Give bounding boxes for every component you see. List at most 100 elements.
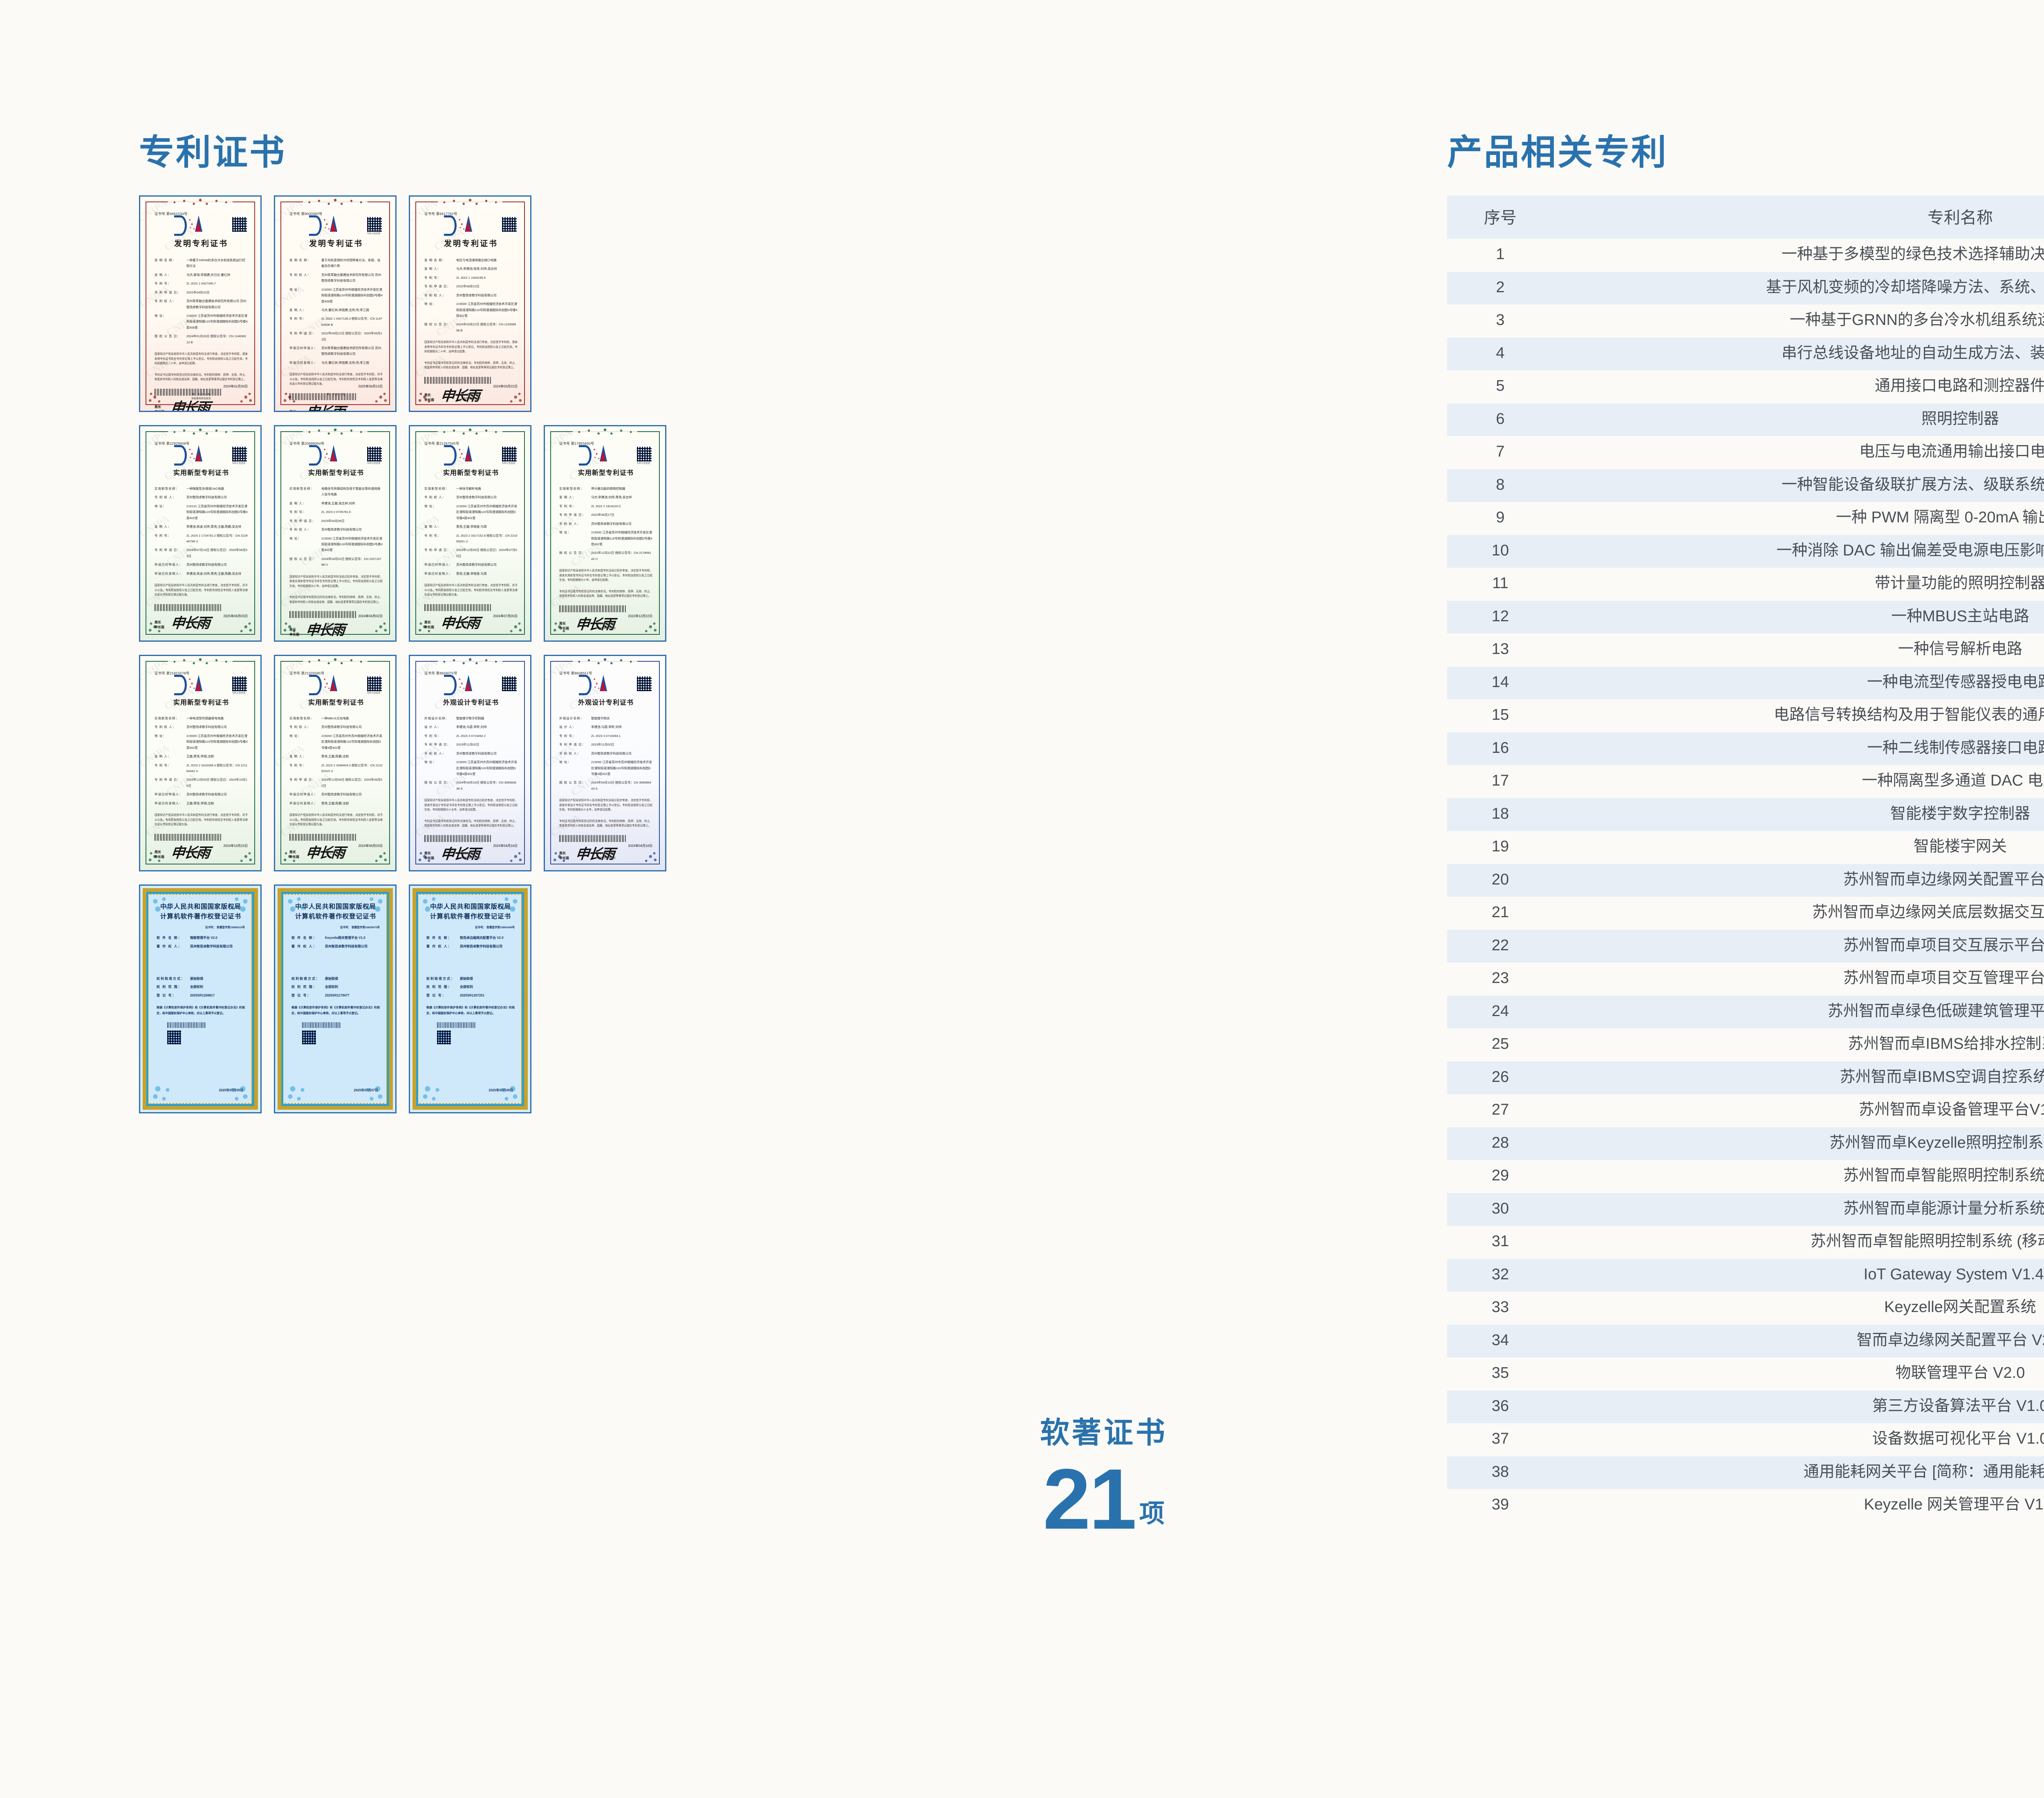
certificate-card-utility[interactable]: CNIPA CNIPA CNIPA CNIPA CNIPA 证书号 第21267045号 ★… bbox=[409, 425, 531, 642]
certificate-page-footer: 第 1 页 (共 2 页) bbox=[462, 853, 480, 855]
certificate-card-utility[interactable]: CNIPA CNIPA CNIPA CNIPA CNIPA 证书号 第20696064号 ★… bbox=[274, 425, 397, 642]
cert-field-label: 专 利 号： bbox=[424, 533, 441, 537]
cert-field-value: 李建池;王磊;吴志祥;刘炜 bbox=[321, 501, 355, 505]
sw-certificate-number: 证书号： 软著登字第15863449号 bbox=[475, 926, 515, 929]
certificate-signature-block: 局长申长雨申长雨 bbox=[155, 846, 248, 861]
sw-fields-top: 软 件 名 称： 智而卓边缘网关配置平台 V2.0 著 作 权 人： 苏州智而卓数字科… bbox=[426, 935, 515, 950]
cert-field: 地 址： 215000 江苏省苏州市苏州相城经济技术开发区澄阳街道澄阳路116号阳… bbox=[559, 759, 652, 777]
cert-field: 地 址： 215000 江苏省苏州市相城经济技术开发区澄阳街道澄阳路116号阳澄湖… bbox=[289, 287, 383, 305]
certificate-title: 外观设计专利证书 bbox=[443, 699, 499, 706]
cert-field-label: 专 利 权 人： bbox=[289, 528, 311, 532]
sw-field-label: 权 利 范 围： bbox=[426, 985, 452, 989]
signer-role: 局长申长雨 bbox=[559, 622, 569, 631]
certificate-card-invention[interactable]: CNIPA CNIPA CNIPA CNIPA CNIPA 证书号 第6617762号 ★ ★… bbox=[409, 195, 531, 412]
cert-field: 专 利 号： ZL 2023 3 0715494.1 bbox=[559, 733, 652, 739]
table-cell-no: 20 bbox=[1447, 864, 1553, 897]
certificate-card-invention[interactable]: CNIPA CNIPA CNIPA CNIPA CNIPA 证书号 第6661534号 ★ ★… bbox=[139, 195, 262, 412]
table-cell-no: 34 bbox=[1447, 1324, 1553, 1357]
certificate-paragraph-1: 国家知识产权局依照中华人民共和国专利法进行审查，决定授予专利权，并予以公告。专利… bbox=[289, 373, 383, 386]
cert-field: 申请日时发明人： 黄亮;王磊;陈鹏;沈刚 bbox=[289, 801, 383, 806]
cert-field-label: 地 址： bbox=[289, 287, 301, 291]
certificate-fields: 实用新型名称： 一种电流型传感器授电电路专 利 权 人： 苏州智而卓数字科技有限公司… bbox=[155, 716, 248, 806]
certificate-date: 2024年04月16日 bbox=[493, 844, 518, 848]
certificate-card-design[interactable]: CNIPA CNIPA CNIPA CNIPA CNIPA 证书号 第8608551号 ★ ★… bbox=[544, 655, 666, 871]
cert-field-value: 智能楼宇数字控制器 bbox=[456, 717, 484, 720]
certificate-card-invention[interactable]: CNIPA CNIPA CNIPA CNIPA CNIPA 证书号 第8000083号 ★ ★… bbox=[274, 195, 397, 412]
cert-field-label: 地 址： bbox=[289, 536, 301, 540]
cert-field-label: 发 明 人： bbox=[155, 273, 171, 277]
cert-field-value: 一种电流型传感器授电电路 bbox=[186, 717, 224, 720]
table-row: 3一种基于GRNN的多台冷水机组系统运行控制方法发明 bbox=[1447, 305, 2044, 338]
certificate-card-utility[interactable]: CNIPA CNIPA CNIPA CNIPA CNIPA 证书号 第21815578号 ★… bbox=[139, 655, 262, 871]
sw-body: 中华人民共和国国家版权局 计算机软件著作权登记证书 证书号： 软著登字第158650… bbox=[157, 902, 245, 1099]
cert-field-label: 授 权 公 告 日： bbox=[559, 551, 586, 555]
certificate-inner-frame: 证书号 第21267045号 ★ ★ ★ ★ 专利公告信息 实用新型专利证书 实用新型名称： 一… bbox=[415, 428, 525, 635]
qr-code-icon bbox=[636, 676, 652, 692]
sw-field: 登 记 号： 2025SR1179477 bbox=[291, 992, 380, 999]
cert-field: 地 址： 215000 江苏省苏州市相城经济技术开发区澄阳街道澄阳路116号阳澄湖… bbox=[155, 733, 248, 751]
software-copyright-certificate-card[interactable]: 中华人民共和国国家版权局 计算机软件著作权登记证书 证书号： 软著登字第158356… bbox=[274, 884, 397, 1113]
signature-icon: 申长雨 bbox=[170, 400, 210, 412]
certificate-card-design[interactable]: CNIPA CNIPA CNIPA CNIPA CNIPA 证书号 第8604075号 ★ ★… bbox=[409, 655, 531, 871]
qr-code-icon bbox=[231, 446, 248, 462]
cert-field-label: 专 利 权 人： bbox=[424, 751, 446, 755]
cert-field: 发 明 人： 黄亮;王磊;李晓俊;马周 bbox=[424, 524, 518, 530]
cert-field-value: ZL 2022 2 1814220.C bbox=[591, 504, 621, 508]
sw-field: 著 作 权 人： 苏州智而卓数字科技有限公司 bbox=[291, 943, 380, 950]
signer-role: 局长申长雨 bbox=[289, 627, 299, 636]
certificate-body: 证书号 第6661534号 ★ ★ ★ ★ 发明专利证书发 明 名 称： 一种基于GRNN的… bbox=[155, 211, 248, 411]
cert-field: 专 利 申 请 日： 2023年12月05日 授权公告日：2024年10月15日 bbox=[155, 777, 248, 789]
cert-field-label: 专 利 权 人： bbox=[559, 751, 581, 755]
sw-field-value: 2025SR1208817 bbox=[190, 994, 215, 998]
table-row: 24苏州智而卓绿色低碳建筑管理平台V1.0软著 bbox=[1447, 995, 2044, 1028]
table-cell-no: 10 bbox=[1447, 535, 1553, 568]
cert-field: 专 利 号： ZL 2023 2 3316358.3 授权公告号：CN 22118… bbox=[155, 763, 248, 775]
table-cell-no: 39 bbox=[1491, 1496, 1509, 1513]
table-header-name: 专利名称 bbox=[1553, 195, 2044, 239]
cert-field: 地 址： 215000 江苏省苏州市苏州相城经济技术开发区澄阳街道澄阳路116号阳… bbox=[424, 759, 518, 777]
cert-field-value: 2024年03月22日 授权公告号：CN 115308558 B bbox=[456, 322, 516, 332]
cert-field-label: 实用新型名称： bbox=[155, 717, 179, 720]
certificate-body: 证书号 第8608551号 ★ ★ ★ ★ 外观设计专利证书 外观设计名称： 智能楼宇网关设 … bbox=[559, 671, 652, 862]
certificate-paragraph-1: 国家知识产权局依照中华人民共和国专利法经过初步审查，决定授予专利权，颁发实用新型… bbox=[289, 575, 383, 588]
cert-field: 发 明 人： 马杰;袁琦;李国建;孙日近;董红林 bbox=[155, 272, 248, 278]
cert-field-label: 专 利 申 请 日： bbox=[289, 778, 316, 782]
sw-field: 软 件 名 称： Keyzelle网关管理平台 V1.0 bbox=[291, 935, 380, 942]
cert-field-label: 授 权 公 告 日： bbox=[559, 781, 586, 785]
software-copyright-certificate-card[interactable]: 中华人民共和国国家版权局 计算机软件著作权登记证书 证书号： 软著登字第158634… bbox=[409, 884, 531, 1113]
sw-field: 权 利 范 围： 全部权利 bbox=[291, 984, 380, 991]
cert-field-value: 马杰;董红林;李国建;沈伟;伟;李三国 bbox=[321, 360, 369, 365]
certificate-card-utility[interactable]: CNIPA CNIPA CNIPA CNIPA CNIPA 证书号 第22926608号 ★… bbox=[139, 425, 262, 642]
cert-field: 申请日时发明人： 李建池;高波;刘炜;黄亮;王磊;陈鹏;吴志祥 bbox=[155, 571, 248, 577]
sw-field-value: 全部权利 bbox=[325, 985, 338, 989]
certificate-card-utility[interactable]: CNIPA CNIPA CNIPA CNIPA CNIPA 证书号 第21025585号 ★… bbox=[274, 655, 397, 871]
cert-field: 申请日时发明人： 马杰;董红林;李国建;沈伟;伟;李三国 bbox=[289, 360, 383, 366]
page-title-patent-certificates: 专利证书 bbox=[139, 133, 286, 172]
cert-field-label: 申请日时申请人： bbox=[155, 793, 183, 797]
cert-field-label: 专 利 权 人： bbox=[155, 725, 176, 729]
certificate-card-utility[interactable]: CNIPA CNIPA CNIPA CNIPA CNIPA 证书号 第17855840号 ★… bbox=[544, 425, 666, 642]
table-cell-no: 12 bbox=[1447, 600, 1553, 634]
table-row: 6照明控制器发明 bbox=[1447, 403, 2044, 436]
table-cell-name: 带计量功能的照明控制器 bbox=[1874, 575, 2044, 592]
certificate-signature-block: 局长申长雨申长雨 bbox=[289, 623, 383, 638]
cert-field-value: 2024年01月30日 授权公告号：CN 114636212 B bbox=[186, 334, 247, 344]
software-copyright-certificate-card[interactable]: 中华人民共和国国家版权局 计算机软件著作权登记证书 证书号： 软著登字第158650… bbox=[139, 884, 262, 1113]
table-row: 19智能楼宇网关外观 bbox=[1447, 831, 2044, 864]
table-cell-name: 苏州智而卓IBMS空调自控系统V1.0 bbox=[1553, 1061, 2044, 1094]
cert-field-value: 黄亮;王磊;李晓俊;马周 bbox=[456, 571, 487, 575]
table-row: 18智能楼宇数字控制器外观 bbox=[1447, 798, 2044, 831]
table-cell-name: 一种 PWM 隔离型 0-20mA 输出电路 bbox=[1836, 509, 2044, 526]
cert-field: 发 明 人： 马杰;李建池;刘炜;黄亮;吴志祥 bbox=[559, 495, 652, 500]
cert-field: 专 利 权 人： 苏州智而卓数字科技有限公司 bbox=[289, 724, 383, 730]
table-cell-name: 电路信号转换结构及用于智能仪表的通用接入信号电路 bbox=[1773, 706, 2044, 723]
qr-caption: 专利公告信息 bbox=[637, 462, 650, 465]
qr-code-icon bbox=[231, 216, 248, 233]
cert-field-label: 专 利 权 人： bbox=[424, 495, 446, 499]
cert-field-value: 一种隔离型多通道DAC电路 bbox=[186, 487, 224, 490]
table-row: 15电路信号转换结构及用于智能仪表的通用接入信号电路实用新型 bbox=[1447, 699, 2044, 732]
certificate-date: 2022年12月22日 bbox=[628, 614, 652, 618]
cert-field-label: 专 利 权 人： bbox=[424, 293, 446, 297]
